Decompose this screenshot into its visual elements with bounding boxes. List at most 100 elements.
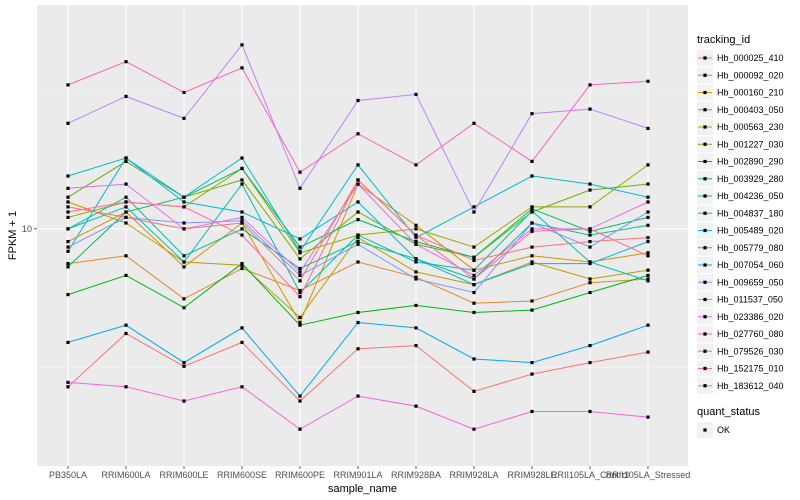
data-point [472,205,476,209]
data-point [240,43,244,47]
data-point [472,290,476,295]
data-point [414,242,418,246]
data-point [530,209,534,213]
data-point [414,326,418,330]
data-point [298,257,302,261]
data-point [66,265,70,269]
legend-entry: Hb_003929_280 [697,170,784,187]
data-point [530,245,534,249]
data-point [472,268,476,272]
legend-label: Hb_079526_030 [717,346,784,356]
data-point [240,66,244,70]
x-tick-label: RRII105LA_Control [551,470,629,480]
y-tick-label: 10 [22,224,32,234]
data-point [182,306,186,310]
legend-key-point [703,428,707,432]
legend-key-point [703,142,707,146]
data-point [356,132,360,136]
data-point [356,236,360,240]
data-point [646,200,650,204]
data-point [66,205,70,209]
data-point [472,258,476,262]
x-tick-label: RRIM600SE [217,470,267,480]
x-tick-label: RRIM928LE [507,470,556,480]
data-point [356,217,360,222]
data-point [414,233,418,237]
data-point [472,273,476,277]
data-point [356,233,360,237]
data-point [66,385,70,389]
legend-entry: Hb_000025_410 [697,50,784,66]
data-point [182,260,186,264]
data-point [414,236,418,240]
data-point [356,260,360,264]
x-tick-label: RRIM600LE [159,470,208,480]
data-point [356,347,360,351]
legend-label: Hb_023386_020 [717,312,784,322]
data-point [530,159,534,163]
data-point [472,389,476,393]
legend-label: Hb_183612_040 [717,381,784,391]
data-point [588,239,592,244]
legend-key-point [703,366,707,371]
data-point [66,340,70,345]
data-point [66,200,70,204]
data-point [298,427,302,431]
data-point [298,290,302,295]
data-point [414,257,418,261]
data-point [66,292,70,297]
legend-key-point [703,108,707,112]
legend-key-point [703,384,707,388]
data-point [182,254,186,258]
legend-key-point [703,297,707,302]
data-point [298,288,302,293]
legend-label: Hb_003929_280 [717,174,784,184]
data-point [588,409,592,414]
data-point [182,364,186,368]
data-point [182,200,186,204]
data-point [646,415,650,419]
legend-key-point [703,315,707,319]
data-point [472,283,476,287]
data-point [66,121,70,125]
legend-label: Hb_000092_020 [717,70,784,80]
data-point [530,174,534,178]
x-tick-label: RRIM901LA [333,470,382,480]
data-point [588,261,592,266]
data-point [124,215,128,219]
data-point [240,182,244,186]
data-point [588,245,592,249]
data-point [298,237,302,241]
data-point [414,270,418,274]
legend-entry: Hb_009659_050 [697,274,784,291]
data-point [646,163,650,167]
data-point [240,210,244,214]
data-point [240,233,244,237]
legend-shape-entries: OK [697,422,730,438]
data-point [472,427,476,431]
data-point [530,221,534,225]
data-point [588,188,592,192]
data-point [66,195,70,199]
data-point [356,98,360,103]
data-point [240,215,244,219]
legend-key-point [703,90,707,95]
legend-entry: Hb_005489_020 [697,222,784,239]
data-point [298,273,302,277]
data-point [414,343,418,348]
data-point [66,227,70,231]
legend-entry: Hb_007054_060 [697,257,784,273]
legend-key-point [703,349,707,353]
data-point [530,372,534,376]
data-point [414,227,418,231]
plot-panel [37,5,688,466]
data-point [240,263,244,267]
data-point [646,277,650,281]
data-point [298,245,302,249]
data-point [356,178,360,182]
data-point [298,320,302,325]
data-point [530,229,534,233]
data-point [646,239,650,244]
legend-color-entries: Hb_000025_410 Hb_000092_020 Hb_000160_210 H… [697,50,784,394]
